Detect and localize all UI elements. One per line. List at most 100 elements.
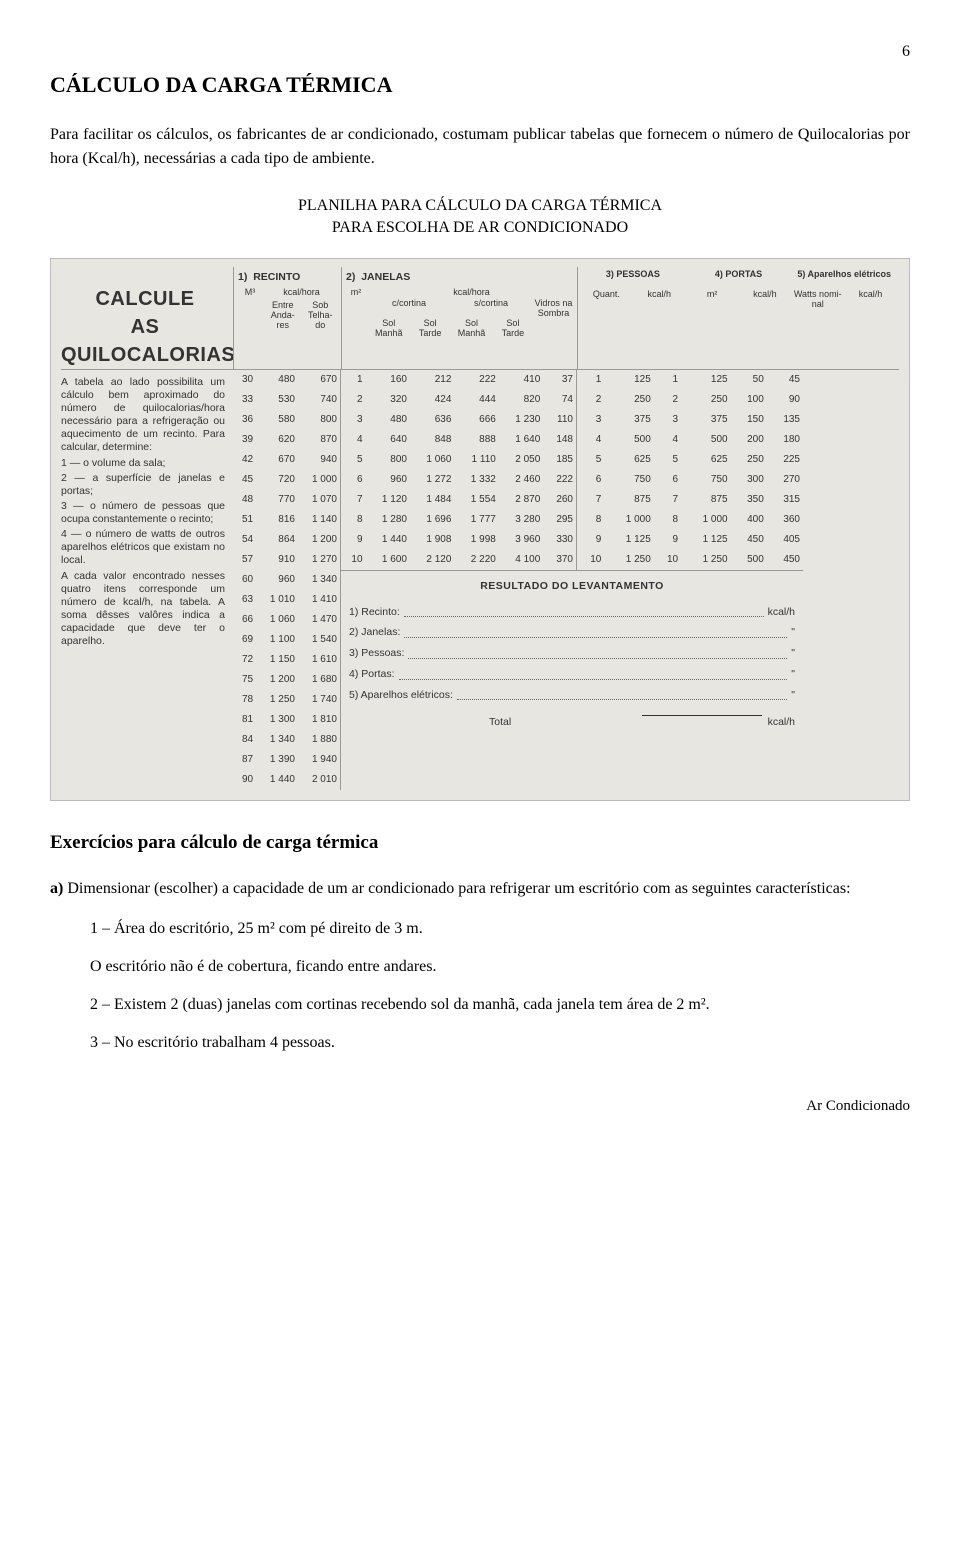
table-row: 78757875350315 xyxy=(577,490,803,510)
table-row: 691 1001 540 xyxy=(233,630,341,650)
g3-c1: Quant. xyxy=(582,290,631,310)
table-cell: 60 xyxy=(233,570,256,590)
table-row: 841 3401 880 xyxy=(233,730,341,750)
total-line xyxy=(642,715,762,731)
table-cell: 45 xyxy=(767,370,803,390)
subtitle: PLANILHA PARA CÁLCULO DA CARGA TÉRMICA P… xyxy=(50,195,910,240)
g1-c1: Entre Anda-res xyxy=(266,301,300,331)
table-row: 609601 340 xyxy=(233,570,341,590)
table-row: 39620870 xyxy=(233,430,341,450)
table-cell: 1 125 xyxy=(681,530,730,550)
g2-unit-l: m² xyxy=(346,288,366,298)
ex-a-label: a) xyxy=(50,880,63,897)
table-cell: 6 xyxy=(341,470,366,490)
table-cell: 1 110 xyxy=(454,450,498,470)
result-label: 3) Pessoas: xyxy=(349,646,404,662)
table-cell: 1 640 xyxy=(499,430,543,450)
table-cell: 720 xyxy=(256,470,298,490)
result-dots xyxy=(408,646,787,659)
result-title: RESULTADO DO LEVANTAMENTO xyxy=(349,579,795,595)
instruction-line: A cada valor encontrado nesses quatro it… xyxy=(61,570,225,649)
exercise-item: 3 – No escritório trabalham 4 pessoas. xyxy=(50,1031,910,1055)
exercise-item: 2 – Existem 2 (duas) janelas com cortina… xyxy=(50,993,910,1017)
g2-c2: s/cortina xyxy=(452,299,530,319)
table-cell: 375 xyxy=(604,410,653,430)
table-row: 58001 0601 1102 050185 xyxy=(341,450,577,470)
table-cell: 960 xyxy=(256,570,298,590)
table-row: 781 2501 740 xyxy=(233,690,341,710)
table-cell: 625 xyxy=(604,450,653,470)
table-cell: 1 272 xyxy=(410,470,454,490)
table-cell: 405 xyxy=(767,530,803,550)
table-row: 548641 200 xyxy=(233,530,341,550)
table-cell: 87 xyxy=(233,750,256,770)
table-cell: 72 xyxy=(233,650,256,670)
table-cell: 580 xyxy=(256,410,298,430)
table-row: 871 3901 940 xyxy=(233,750,341,770)
result-dots xyxy=(404,605,764,618)
table-row: 67506750300270 xyxy=(577,470,803,490)
table-cell: 1 060 xyxy=(410,450,454,470)
table-cell: 6 xyxy=(577,470,604,490)
subtitle-line1: PLANILHA PARA CÁLCULO DA CARGA TÉRMICA xyxy=(298,197,662,214)
table-cell: 222 xyxy=(543,470,576,490)
table-cell: 2 120 xyxy=(410,550,454,570)
table-cell: 1 390 xyxy=(256,750,298,770)
table-cell: 185 xyxy=(543,450,576,470)
table-row: 518161 140 xyxy=(233,510,341,530)
table-cell: 36 xyxy=(233,410,256,430)
table-cell: 1 150 xyxy=(256,650,298,670)
table-cell: 63 xyxy=(233,590,256,610)
intro-paragraph: Para facilitar os cálculos, os fabricant… xyxy=(50,123,910,171)
g2-sc3: Sol Manhã xyxy=(453,319,490,339)
table-cell: 1 280 xyxy=(366,510,410,530)
table-cell: 360 xyxy=(767,510,803,530)
table-cell: 888 xyxy=(454,430,498,450)
table-cell: 7 xyxy=(654,490,681,510)
result-unit: " xyxy=(791,667,795,683)
table-cell: 1 540 xyxy=(298,630,341,650)
table-cell: 90 xyxy=(767,390,803,410)
table-cell: 450 xyxy=(767,550,803,570)
table-cell: 250 xyxy=(681,390,730,410)
table-row: 69601 2721 3322 460222 xyxy=(341,470,577,490)
table-cell: 7 xyxy=(577,490,604,510)
table-cell: 9 xyxy=(654,530,681,550)
table-cell: 54 xyxy=(233,530,256,550)
instruction-line: 1 — o volume da sala; xyxy=(61,457,225,470)
table-cell: 330 xyxy=(543,530,576,550)
table-cell: 636 xyxy=(410,410,454,430)
table-cell: 1 810 xyxy=(298,710,341,730)
hdr-janelas: 2) JANELAS m² kcal/hora c/cortina s/cort… xyxy=(342,267,578,369)
table-row: 487701 070 xyxy=(233,490,341,510)
table-cell: 1 xyxy=(341,370,366,390)
table-cell: 1 554 xyxy=(454,490,498,510)
result-label: 1) Recinto: xyxy=(349,605,400,621)
table-cell: 148 xyxy=(543,430,576,450)
table-cell: 625 xyxy=(681,450,730,470)
table-cell: 875 xyxy=(681,490,730,510)
instruction-line: 2 — a superfície de janelas e portas; xyxy=(61,472,225,498)
table-cell: 1 125 xyxy=(604,530,653,550)
table-cell: 1 484 xyxy=(410,490,454,510)
table-cell: 1 000 xyxy=(604,510,653,530)
g1-c2: Sob Telha-do xyxy=(304,301,338,331)
result-unit: " xyxy=(791,646,795,662)
table-cell: 2 870 xyxy=(499,490,543,510)
table-cell: 250 xyxy=(604,390,653,410)
table-cell: 480 xyxy=(366,410,410,430)
table-row: 34806366661 230110 xyxy=(341,410,577,430)
table-cell: 640 xyxy=(366,430,410,450)
ex-a-text: Dimensionar (escolher) a capacidade de u… xyxy=(63,880,850,897)
table-cell: 1 908 xyxy=(410,530,454,550)
table-cell: 800 xyxy=(298,410,341,430)
table-cell: 424 xyxy=(410,390,454,410)
table-cell: 200 xyxy=(731,430,767,450)
table-cell: 740 xyxy=(298,390,341,410)
table-cell: 7 xyxy=(341,490,366,510)
table-row: 91 4401 9081 9983 960330 xyxy=(341,530,577,550)
table-cell: 1 300 xyxy=(256,710,298,730)
result-label: 2) Janelas: xyxy=(349,625,400,641)
calc-title-l2: AS xyxy=(131,316,160,338)
exercise-item: 1 – Área do escritório, 25 m² com pé dir… xyxy=(50,917,910,941)
